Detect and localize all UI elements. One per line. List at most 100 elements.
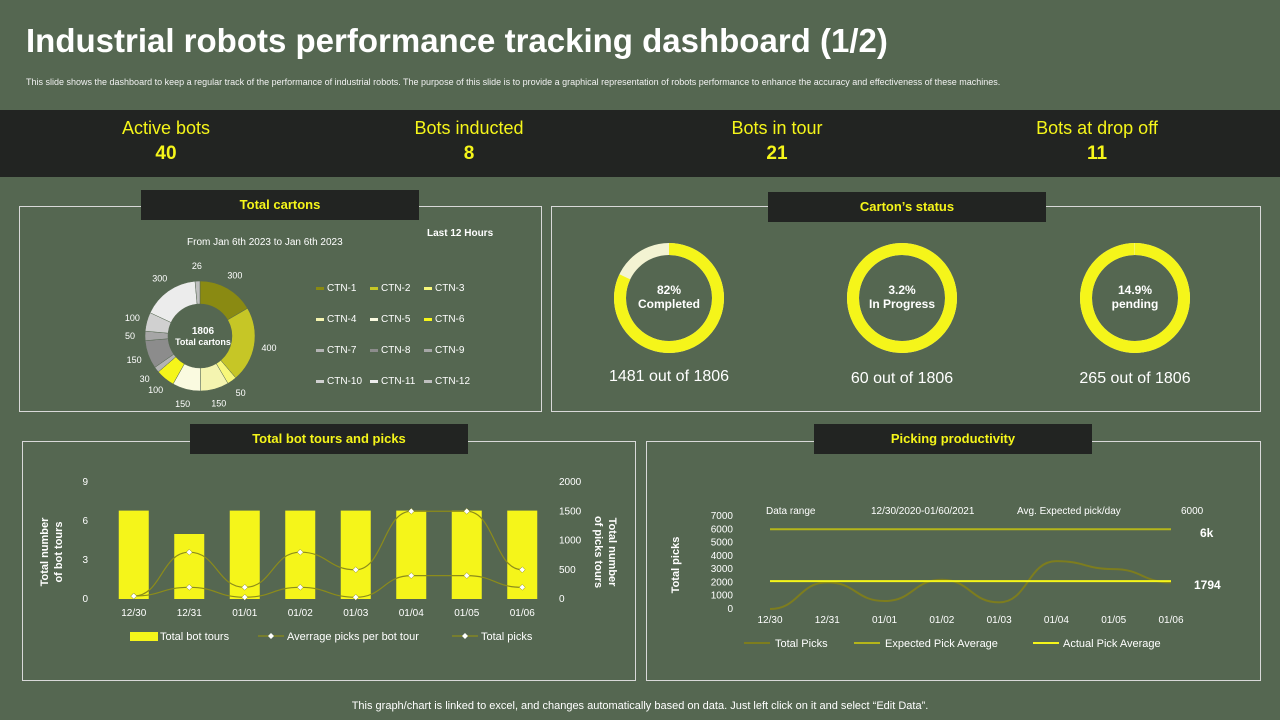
x-tick-label: 01/01 <box>872 615 897 626</box>
x-tick-label: 01/06 <box>510 608 535 619</box>
legend-swatch <box>424 379 432 383</box>
pie-data-label: 300 <box>152 274 167 284</box>
legend-label: CTN-9 <box>435 345 465 356</box>
legend-item: CTN-11 <box>370 376 415 387</box>
series-marker <box>463 572 471 579</box>
legend-swatch <box>370 317 378 321</box>
x-tick-label: 01/02 <box>288 608 313 619</box>
y-tick-label: 3 <box>82 555 88 566</box>
legend-label: Averrage picks per bot tour <box>287 631 419 643</box>
status-pct: 3.2% <box>888 283 916 297</box>
y-tick-label: 2000 <box>711 577 734 588</box>
status-label: In Progress <box>868 297 936 311</box>
legend-item: CTN-7 <box>316 345 356 356</box>
x-tick-label: 01/02 <box>929 615 954 626</box>
status-ring-fill <box>847 243 957 353</box>
x-tick-label: 01/03 <box>343 608 368 619</box>
legend-item: CTN-4 <box>316 314 356 325</box>
legend-swatch <box>370 348 378 352</box>
series-marker <box>407 572 415 579</box>
y-axis-title: Total picks <box>670 537 682 594</box>
cartons-date-range: From Jan 6th 2023 to Jan 6th 2023 <box>187 237 343 248</box>
series-marker <box>463 507 471 515</box>
legend-label: Expected Pick Average <box>885 638 998 650</box>
series-marker <box>241 583 249 591</box>
kpi-label: Bots inducted <box>414 118 524 138</box>
status-pct: 14.9% <box>1117 283 1153 297</box>
x-tick-label: 12/30 <box>757 615 782 626</box>
x-tick-label: 01/04 <box>399 608 424 619</box>
legend-item: CTN-1 <box>316 283 356 294</box>
avg-expected-label: Avg. Expected pick/day <box>1017 506 1121 517</box>
cartons-status-rings <box>614 243 1190 353</box>
pie-data-label: 300 <box>227 270 242 280</box>
legend-item: CTN-2 <box>370 283 410 294</box>
legend-label: CTN-3 <box>435 283 465 294</box>
status-ring-fill <box>614 243 724 353</box>
y-axis-title: Total number <box>39 517 51 587</box>
series-marker <box>130 592 138 600</box>
legend-swatch <box>370 379 378 383</box>
legend-item: CTN-10 <box>316 376 362 387</box>
pie-data-label: 150 <box>175 399 190 409</box>
legend-swatch <box>316 317 324 321</box>
legend-label: Total Picks <box>775 638 828 650</box>
y-tick-label: 6000 <box>711 524 734 535</box>
series-marker <box>407 507 415 515</box>
productivity-chart: 0 1000 2000 3000 4000 5000 6000 7000 12/30 12/31 0… <box>670 506 1221 650</box>
legend-swatch <box>316 286 324 290</box>
series-line <box>133 575 523 598</box>
x-tick-label: 12/30 <box>121 608 146 619</box>
legend-item: CTN-8 <box>370 345 410 356</box>
y-tick-label: 5000 <box>711 538 734 549</box>
productivity-heading: Picking productivity <box>814 424 1092 454</box>
status-pct: 82% <box>656 283 682 297</box>
legend-swatch <box>370 286 378 290</box>
legend-item: CTN-12 <box>424 376 470 387</box>
kpi-label: Active bots <box>121 118 211 138</box>
legend-swatch <box>316 379 324 383</box>
expected-value-label: 6k <box>1200 526 1214 540</box>
series-marker <box>296 583 304 591</box>
status-completed-text: 82% Completed <box>619 283 719 311</box>
pie-data-label: 100 <box>148 385 163 395</box>
y-tick-label: 7000 <box>711 511 734 522</box>
kpi-label: Bots in tour <box>731 118 823 138</box>
legend-swatch <box>424 317 432 321</box>
kpi-value: 8 <box>463 143 475 164</box>
pie-data-label: 26 <box>192 262 202 271</box>
bar <box>396 510 427 599</box>
series-marker <box>352 566 360 574</box>
series-marker <box>241 593 249 601</box>
tours-picks-chart: 0 3 6 9 0 500 1000 1500 2000 12/30 12/31 01/01 01/02… <box>39 477 618 643</box>
legend-item: CTN-3 <box>424 283 464 294</box>
legend-label: CTN-10 <box>327 376 363 387</box>
status-label: pending <box>1111 297 1159 311</box>
legend-label: Actual Pick Average <box>1063 638 1161 650</box>
y-tick-label: 6 <box>82 516 88 527</box>
page-subtitle: This slide shows the dashboard to keep a… <box>26 77 1001 87</box>
x-tick-label: 01/05 <box>454 608 479 619</box>
kpi-bots-at-drop-off: Bots at drop off 11 <box>997 118 1197 165</box>
legend-marker <box>462 633 468 639</box>
legend-label: CTN-12 <box>435 376 471 387</box>
series-marker <box>185 583 193 591</box>
donut-center-value: 1806 <box>191 326 215 337</box>
y-axis-title: of bot tours <box>53 521 65 582</box>
y-tick-label: 3000 <box>711 564 734 575</box>
series-marker <box>352 593 360 601</box>
pie-data-label: 150 <box>127 355 142 365</box>
cartons-status-heading: Carton’s status <box>768 192 1046 222</box>
status-label: Completed <box>637 297 700 311</box>
x-tick-label: 01/05 <box>1101 615 1126 626</box>
status-pending-note: 265 out of 1806 <box>1079 370 1191 387</box>
x-tick-label: 01/04 <box>1044 615 1069 626</box>
x-tick-label: 12/31 <box>815 615 840 626</box>
y2-tick-label: 1500 <box>559 506 582 517</box>
legend-label: CTN-1 <box>327 283 357 294</box>
data-range-label: Data range <box>766 506 816 517</box>
series-marker <box>518 583 526 591</box>
status-ring-fill <box>1080 243 1190 353</box>
legend-label: CTN-8 <box>381 345 411 356</box>
tours-picks-heading: Total bot tours and picks <box>190 424 468 454</box>
